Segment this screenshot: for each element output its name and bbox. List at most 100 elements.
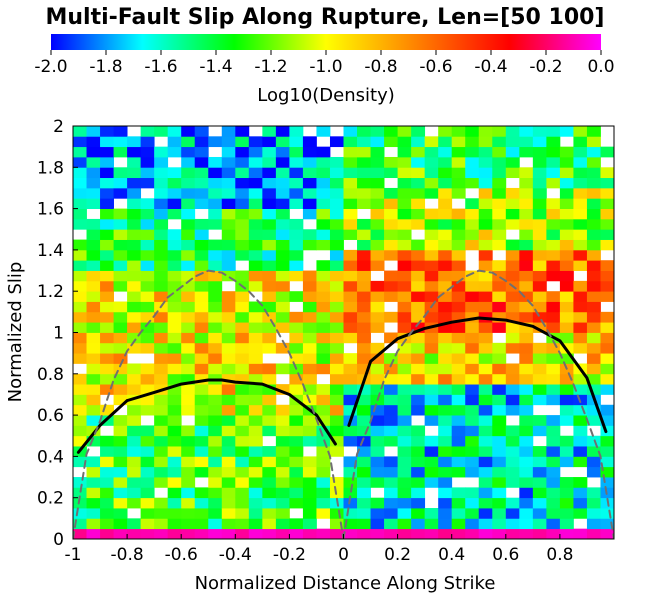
heatmap-cell (384, 415, 398, 426)
heatmap-cell (329, 156, 344, 168)
heatmap-cell (370, 425, 385, 437)
heatmap-cell (397, 466, 412, 478)
heatmap-cell (86, 249, 101, 261)
heatmap-cell (235, 394, 250, 406)
heatmap-cell (127, 446, 142, 457)
heatmap-cell (357, 270, 371, 282)
heatmap-cell (397, 280, 412, 292)
heatmap-cell (167, 311, 182, 323)
heatmap-cell (86, 497, 101, 509)
heatmap-cell (248, 446, 263, 457)
heatmap-cell (451, 249, 466, 261)
heatmap-cell (86, 218, 101, 230)
heatmap-cell (465, 126, 480, 137)
heatmap-cell (302, 136, 317, 148)
heatmap-cell (451, 177, 466, 189)
heatmap-cell (424, 404, 439, 416)
heatmap-cell (573, 198, 588, 209)
heatmap-cell (208, 384, 223, 395)
heatmap-cell (100, 291, 114, 302)
heatmap-cell (384, 477, 398, 488)
heatmap-cell (411, 518, 426, 530)
heatmap-cell (100, 384, 114, 395)
heatmap-cell (275, 208, 290, 220)
heatmap-cell (492, 187, 507, 199)
heatmap-cell (559, 280, 574, 292)
heatmap-cell (154, 270, 169, 282)
heatmap-cell (397, 167, 412, 179)
heatmap-cell (221, 353, 236, 364)
heatmap-cell (438, 146, 453, 158)
heatmap-cell (113, 311, 128, 323)
heatmap-cell (397, 415, 412, 426)
heatmap-cell (316, 404, 331, 416)
heatmap-cell (411, 373, 426, 385)
heatmap-cell (154, 415, 169, 426)
heatmap-cell (451, 415, 466, 426)
heatmap-cell (167, 239, 182, 251)
heatmap-cell (559, 198, 574, 209)
heatmap-cell (248, 487, 263, 499)
heatmap-cell (357, 136, 371, 148)
y-tick-label: 1.4 (37, 241, 64, 261)
heatmap-cell (586, 187, 601, 199)
heatmap-cell (478, 136, 493, 148)
heatmap-cell (600, 446, 614, 457)
heatmap-cell (492, 384, 507, 395)
heatmap-cell (559, 167, 574, 179)
heatmap-cell (167, 280, 182, 292)
heatmap-cell (519, 260, 534, 271)
heatmap-cell (86, 456, 101, 468)
heatmap-cell (424, 187, 439, 199)
heatmap-cell (100, 373, 114, 385)
heatmap-cell (113, 239, 128, 251)
heatmap-cell (397, 208, 412, 220)
heatmap-cell (478, 239, 493, 251)
heatmap-cell (492, 363, 507, 375)
heatmap-cell (329, 394, 344, 406)
heatmap-cell (235, 322, 250, 333)
heatmap-cell (113, 456, 128, 468)
heatmap-cell (167, 249, 182, 261)
heatmap-cell (357, 342, 371, 354)
heatmap-cell (438, 270, 453, 282)
heatmap-cell (275, 280, 290, 292)
heatmap-cell (221, 239, 236, 251)
heatmap-cell (546, 291, 561, 302)
heatmap-cell (573, 446, 588, 457)
heatmap-cell (208, 435, 223, 447)
heatmap-cell (573, 384, 588, 395)
heatmap-cell (154, 404, 169, 416)
heatmap-cell (86, 332, 101, 344)
heatmap-cell (492, 456, 507, 468)
heatmap-cell (465, 466, 480, 478)
colorbar-tick-label: -1.2 (254, 57, 287, 77)
heatmap-cell (478, 218, 493, 230)
heatmap-cell (357, 260, 371, 271)
heatmap-cell (559, 301, 574, 313)
heatmap-cell (411, 435, 426, 447)
heatmap-cell (600, 518, 614, 530)
heatmap-cell (546, 270, 561, 282)
heatmap-cell (478, 187, 493, 199)
heatmap-cell (519, 291, 534, 302)
heatmap-cell (573, 477, 588, 488)
heatmap-cell (424, 218, 439, 230)
heatmap-cell (546, 477, 561, 488)
heatmap-cell (478, 425, 493, 437)
heatmap-cell (343, 208, 358, 220)
heatmap-cell (532, 508, 547, 519)
heatmap-cell (275, 291, 290, 302)
heatmap-cell (397, 322, 412, 333)
heatmap-cell (275, 177, 290, 189)
heatmap-cell (586, 322, 601, 333)
heatmap-cell (478, 249, 493, 261)
heatmap-cell (451, 270, 466, 282)
heatmap-cell (411, 177, 426, 189)
heatmap-cell (505, 126, 520, 137)
heatmap-cell (154, 249, 169, 261)
heatmap-cell (316, 322, 331, 333)
heatmap-cell (384, 497, 398, 509)
heatmap-cell (573, 311, 588, 323)
heatmap-cell (194, 249, 209, 261)
